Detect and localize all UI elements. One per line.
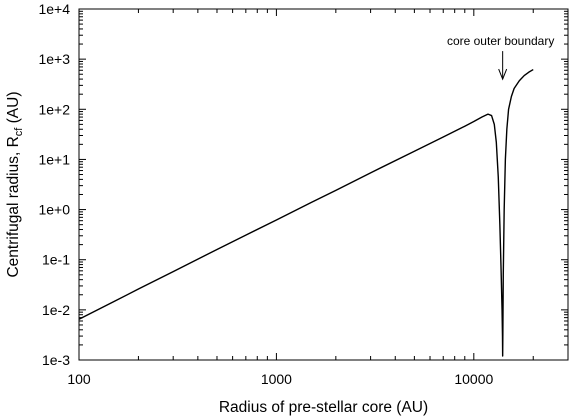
y-axis-label-prefix: Centrifugal radius, R (5, 136, 22, 277)
y-tick-label: 1e+0 (38, 202, 70, 218)
plot-frame (78, 8, 569, 361)
y-axis-label-suffix: (AU) (5, 91, 22, 127)
y-tick-label: 1e+1 (38, 151, 70, 167)
x-tick-label: 10000 (454, 371, 493, 387)
annotation-label: core outer boundary (447, 34, 554, 48)
x-tick-label: 100 (67, 371, 91, 387)
annotation-arrow-head (498, 68, 508, 81)
y-tick-label: 1e-1 (42, 252, 70, 268)
series-line (78, 68, 534, 357)
tick-labels: 100 1000 10000 1e-3 1e-2 1e-1 1e+0 1e+1 1e+2 1e+3… (38, 1, 493, 387)
x-axis-label: Radius of pre-stellar core (AU) (219, 399, 428, 416)
y-axis-label: Centrifugal radius, Rcf (AU) (5, 91, 25, 277)
annotation-group: core outer boundary (447, 34, 554, 81)
y-tick-label: 1e-3 (42, 352, 70, 368)
x-tick-label: 1000 (261, 371, 292, 387)
y-tick-label: 1e+2 (38, 101, 70, 117)
y-tick-label: 1e+4 (38, 1, 70, 17)
plot-area: 100 1000 10000 1e-3 1e-2 1e-1 1e+0 1e+1 1e+2 1e+3… (38, 1, 569, 387)
y-axis-label-subscript: cf (13, 127, 25, 137)
y-tick-label: 1e-2 (42, 302, 70, 318)
series-group (78, 68, 534, 357)
y-tick-label: 1e+3 (38, 51, 70, 67)
axis-ticks (78, 8, 569, 361)
